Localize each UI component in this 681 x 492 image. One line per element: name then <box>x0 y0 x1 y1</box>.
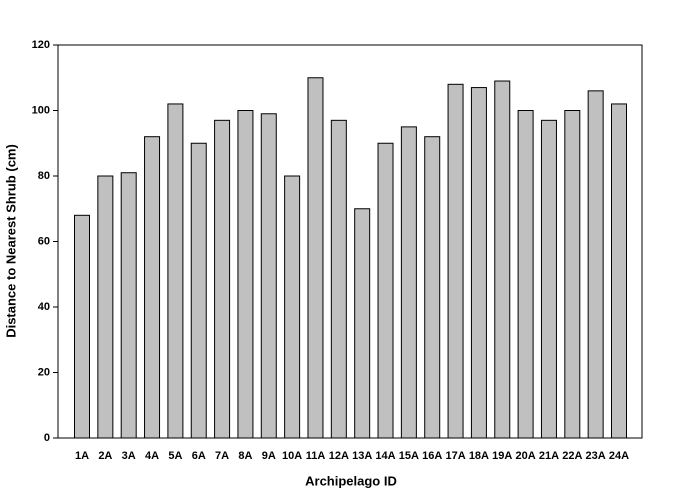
bar <box>424 136 441 439</box>
y-tick-label: 0 <box>44 432 50 444</box>
y-tick-label: 60 <box>38 235 50 247</box>
y-tick-label: 120 <box>32 39 50 51</box>
x-tick-label: 14A <box>375 450 395 462</box>
bar <box>190 142 207 439</box>
x-tick-label: 12A <box>329 450 349 462</box>
x-tick-label: 24A <box>609 450 629 462</box>
x-tick-label: 1A <box>75 450 89 462</box>
bar <box>447 83 464 439</box>
x-tick-label: 22A <box>562 450 582 462</box>
x-tick-label: 4A <box>145 450 159 462</box>
x-tick-label: 10A <box>282 450 302 462</box>
bar <box>564 110 581 439</box>
bar <box>587 90 604 439</box>
x-tick-label: 17A <box>445 450 465 462</box>
x-tick-label: 8A <box>238 450 252 462</box>
bar <box>470 87 487 439</box>
bar <box>214 119 231 439</box>
x-tick-label: 5A <box>168 450 182 462</box>
bar <box>260 113 277 439</box>
bar <box>377 142 394 439</box>
x-axis-label: Archipelago ID <box>305 473 397 488</box>
bar <box>354 208 371 439</box>
bar <box>144 136 161 439</box>
y-tick-label: 100 <box>32 104 50 116</box>
x-tick-label: 18A <box>469 450 489 462</box>
x-tick-label: 3A <box>122 450 136 462</box>
x-tick-label: 20A <box>516 450 536 462</box>
x-tick-label: 6A <box>192 450 206 462</box>
bar <box>540 119 557 439</box>
y-axis-label: Distance to Nearest Shrub (cm) <box>3 144 18 338</box>
bar <box>74 214 90 439</box>
bar <box>120 172 137 439</box>
bar <box>330 119 347 439</box>
bar <box>517 110 534 439</box>
x-tick-label: 2A <box>98 450 112 462</box>
bar <box>611 103 627 439</box>
bar <box>284 175 301 439</box>
x-tick-label: 19A <box>492 450 512 462</box>
x-tick-label: 13A <box>352 450 372 462</box>
bar <box>97 175 114 439</box>
x-tick-label: 16A <box>422 450 442 462</box>
bar <box>307 77 324 439</box>
x-tick-label: 7A <box>215 450 229 462</box>
y-tick-label: 80 <box>38 170 50 182</box>
bar <box>494 80 511 439</box>
x-tick-label: 9A <box>262 450 276 462</box>
x-tick-label: 21A <box>539 450 559 462</box>
x-tick-label: 11A <box>306 450 326 462</box>
x-tick-label: 23A <box>586 450 606 462</box>
bar <box>167 103 184 439</box>
bar <box>400 126 417 439</box>
bar <box>237 110 254 439</box>
y-tick-label: 40 <box>38 301 50 313</box>
y-tick-label: 20 <box>38 366 50 378</box>
x-tick-label: 15A <box>399 450 419 462</box>
